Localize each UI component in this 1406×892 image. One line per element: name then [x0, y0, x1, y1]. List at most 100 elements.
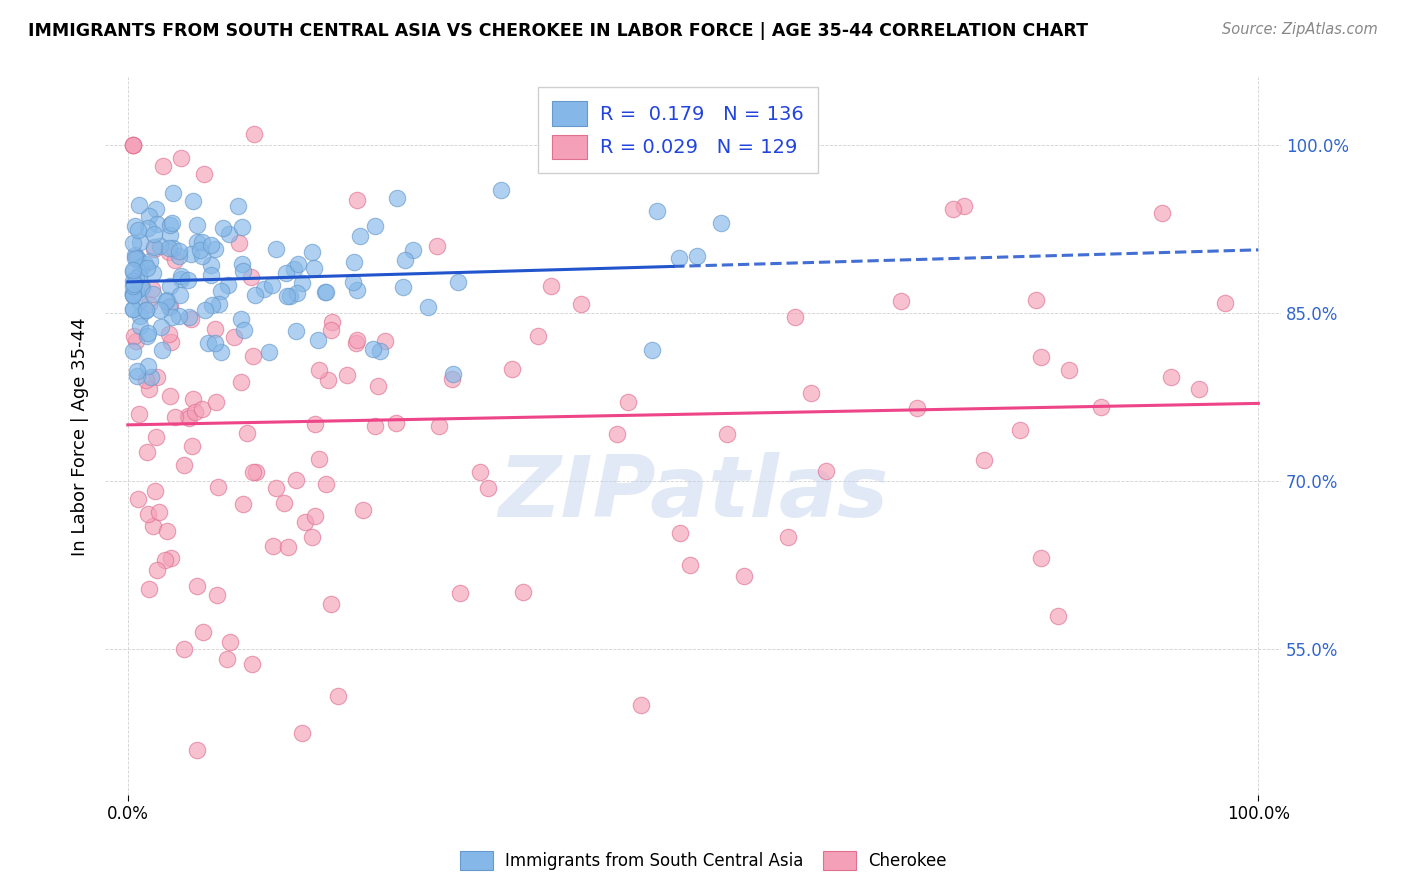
- Point: [193, 625, 215, 640]
- Point: [125, 251, 148, 265]
- Point: [314, 285, 336, 299]
- Point: [401, 243, 423, 257]
- Point: [162, 217, 184, 231]
- Point: [136, 221, 159, 235]
- Point: [186, 218, 208, 232]
- Point: [236, 425, 259, 440]
- Point: [571, 297, 593, 311]
- Point: [328, 689, 350, 703]
- Point: [156, 524, 179, 539]
- Point: [184, 405, 207, 419]
- Point: [124, 248, 146, 262]
- Point: [138, 582, 160, 596]
- Point: [1160, 370, 1182, 384]
- Point: [343, 255, 366, 269]
- Point: [124, 334, 146, 348]
- Point: [204, 321, 226, 335]
- Point: [142, 518, 165, 533]
- Point: [152, 159, 174, 173]
- Point: [200, 259, 222, 273]
- Point: [217, 278, 239, 293]
- Point: [128, 198, 150, 212]
- Point: [162, 240, 184, 254]
- Point: [169, 287, 191, 301]
- Point: [169, 244, 191, 259]
- Point: [136, 329, 159, 343]
- Point: [181, 194, 204, 208]
- Point: [630, 698, 652, 713]
- Point: [361, 342, 384, 356]
- Point: [159, 299, 181, 313]
- Point: [160, 550, 183, 565]
- Point: [136, 260, 159, 275]
- Point: [191, 235, 214, 249]
- Point: [167, 249, 190, 263]
- Point: [149, 320, 172, 334]
- Point: [145, 430, 167, 444]
- Point: [228, 236, 250, 251]
- Y-axis label: In Labor Force | Age 35-44: In Labor Force | Age 35-44: [72, 317, 89, 556]
- Point: [141, 282, 163, 296]
- Point: [155, 553, 177, 567]
- Point: [204, 242, 226, 256]
- Point: [229, 375, 252, 389]
- Point: [186, 235, 208, 250]
- Point: [124, 251, 146, 265]
- Point: [733, 569, 755, 583]
- Point: [231, 257, 253, 271]
- Point: [159, 389, 181, 403]
- Point: [291, 276, 314, 290]
- Point: [1025, 293, 1047, 307]
- Point: [128, 408, 150, 422]
- Point: [344, 336, 367, 351]
- Point: [218, 635, 240, 649]
- Point: [905, 401, 928, 416]
- Point: [125, 270, 148, 285]
- Point: [447, 275, 470, 289]
- Point: [426, 239, 449, 253]
- Point: [138, 382, 160, 396]
- Point: [449, 586, 471, 600]
- Point: [135, 303, 157, 318]
- Point: [207, 589, 229, 603]
- Point: [207, 480, 229, 494]
- Point: [157, 241, 180, 255]
- Point: [135, 373, 157, 387]
- Point: [124, 219, 146, 234]
- Point: [264, 481, 287, 495]
- Point: [141, 370, 163, 384]
- Point: [218, 227, 240, 242]
- Point: [135, 303, 157, 318]
- Point: [308, 362, 330, 376]
- Point: [129, 235, 152, 249]
- Point: [512, 585, 534, 599]
- Text: Source: ZipAtlas.com: Source: ZipAtlas.com: [1222, 22, 1378, 37]
- Point: [368, 343, 391, 358]
- Point: [146, 217, 169, 231]
- Point: [273, 496, 295, 510]
- Point: [127, 252, 149, 266]
- Point: [284, 473, 307, 487]
- Point: [242, 349, 264, 363]
- Point: [149, 239, 172, 253]
- Point: [145, 202, 167, 217]
- Point: [180, 311, 202, 326]
- Point: [1059, 362, 1081, 376]
- Point: [122, 287, 145, 301]
- Point: [200, 268, 222, 282]
- Point: [157, 301, 180, 315]
- Point: [181, 392, 204, 406]
- Point: [162, 186, 184, 200]
- Point: [138, 507, 160, 521]
- Point: [146, 370, 169, 384]
- Point: [1029, 551, 1052, 566]
- Point: [645, 204, 668, 219]
- Point: [217, 652, 239, 666]
- Point: [527, 329, 550, 343]
- Point: [363, 219, 385, 233]
- Point: [800, 386, 823, 401]
- Point: [716, 426, 738, 441]
- Point: [276, 266, 298, 280]
- Point: [122, 344, 145, 359]
- Point: [942, 202, 965, 217]
